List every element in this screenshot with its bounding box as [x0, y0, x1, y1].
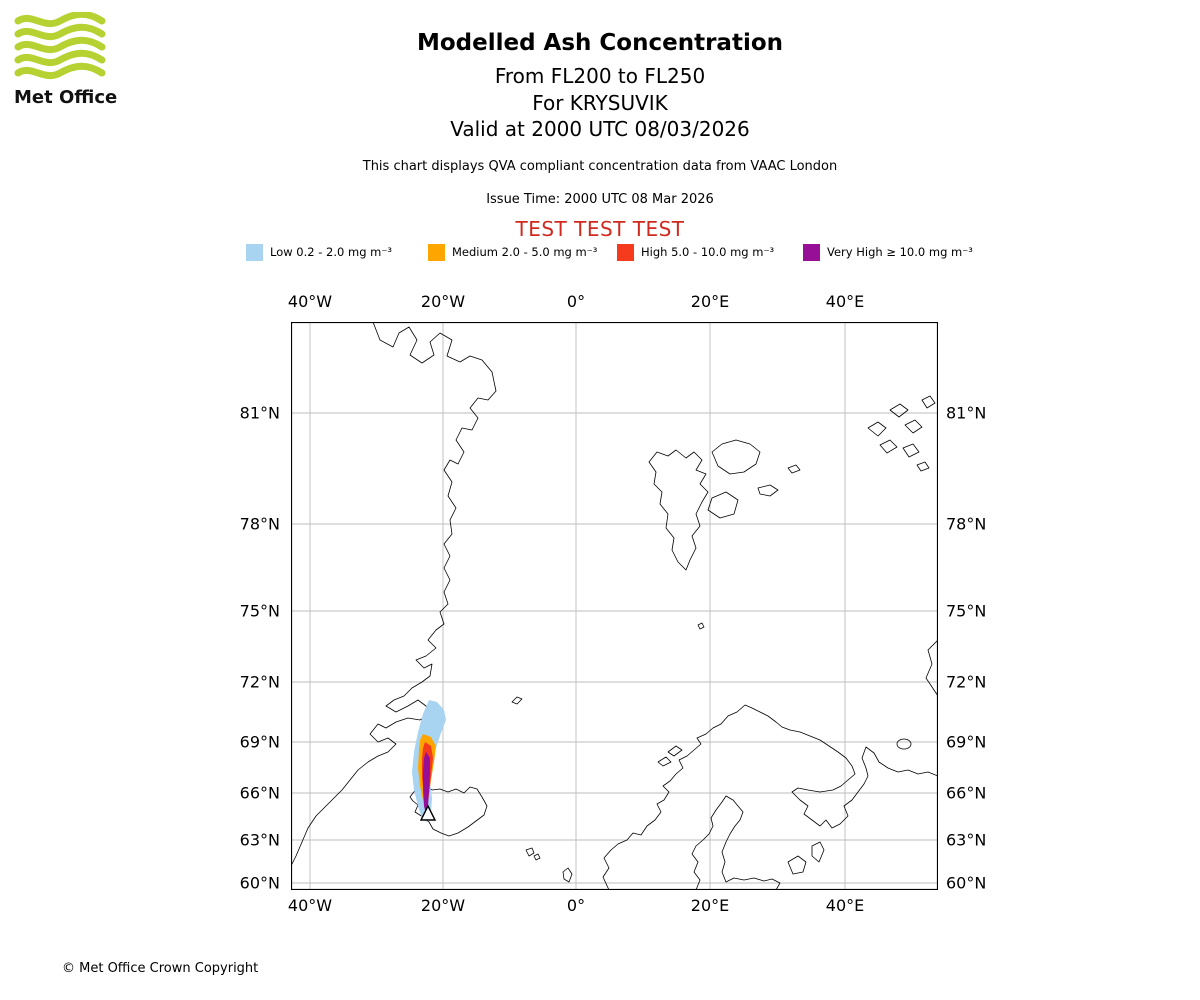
- lat-tick-label: 63°N: [946, 830, 987, 850]
- lat-tick-label: 60°N: [239, 873, 280, 893]
- lon-tick-label: 20°W: [420, 292, 466, 311]
- island-spitsbergen: [648, 449, 709, 571]
- lon-tick-label: 0°: [566, 896, 586, 915]
- legend-swatch-very-high-icon: [803, 243, 820, 261]
- lat-tick-label: 75°N: [239, 601, 280, 621]
- lat-tick-label: 66°N: [946, 783, 987, 803]
- lon-tick-label: 40°E: [825, 292, 865, 311]
- legend-item-very-high: Very High ≥ 10.0 mg m⁻³: [803, 243, 973, 261]
- lon-tick-label: 20°W: [420, 896, 466, 915]
- island-blob: [916, 461, 930, 472]
- island-lofoten: [667, 745, 683, 757]
- coastline-svalbard: [648, 439, 801, 571]
- copyright-notice: © Met Office Crown Copyright: [62, 961, 259, 976]
- lat-tick-label: 78°N: [239, 514, 280, 534]
- island-jan-mayen: [511, 696, 523, 705]
- island-lofoten: [657, 756, 672, 767]
- legend-item-low: Low 0.2 - 2.0 mg m⁻³: [246, 243, 392, 261]
- coastline-franz-josef-land: [867, 395, 936, 472]
- legend-swatch-low-icon: [246, 243, 263, 261]
- legend-label-very-high: Very High ≥ 10.0 mg m⁻³: [827, 245, 973, 259]
- island-blob: [867, 421, 887, 437]
- legend-label-low: Low 0.2 - 2.0 mg m⁻³: [270, 245, 393, 259]
- met-office-logo: Met Office: [14, 10, 118, 108]
- island-blob: [904, 419, 923, 434]
- coastline-iceland: [409, 783, 488, 837]
- lat-tick-label: 63°N: [239, 830, 280, 850]
- lon-tick-label: 40°E: [825, 896, 865, 915]
- lat-tick-label: 69°N: [946, 732, 987, 752]
- lat-tick-label: 66°N: [239, 783, 280, 803]
- legend-item-medium: Medium 2.0 - 5.0 mg m⁻³: [428, 243, 597, 261]
- legend-swatch-medium-icon: [428, 243, 445, 261]
- legend-label-high: High 5.0 - 10.0 mg m⁻³: [641, 245, 775, 259]
- legend-swatch-high-icon: [617, 243, 634, 261]
- ash-contour-very-high: [423, 752, 430, 814]
- lon-tick-label: 20°E: [690, 896, 730, 915]
- qva-description: This chart displays QVA compliant concen…: [362, 159, 838, 174]
- issue-time: Issue Time: 2000 UTC 08 Mar 2026: [486, 192, 714, 207]
- island-kolguyev: [896, 738, 912, 750]
- coastline-greenland: [291, 322, 497, 867]
- volcano-marker-icon: [419, 804, 437, 821]
- lake-ladoga: [787, 855, 807, 875]
- coastline-scandinavia-kola: [602, 704, 938, 890]
- volcano-name: For KRYSUVIK: [532, 91, 668, 115]
- island-blob: [879, 439, 898, 454]
- lat-tick-label: 60°N: [946, 873, 987, 893]
- met-office-logo-text: Met Office: [14, 87, 118, 108]
- coastline-gulf-of-bothnia: [691, 795, 781, 890]
- lat-tick-label: 81°N: [239, 403, 280, 423]
- lat-tick-label: 72°N: [239, 672, 280, 692]
- island-blob: [902, 443, 920, 458]
- met-office-logo-waves-icon: [14, 10, 106, 80]
- island-kvitoya: [787, 464, 801, 474]
- lat-tick-label: 75°N: [946, 601, 987, 621]
- legend-label-medium: Medium 2.0 - 5.0 mg m⁻³: [452, 245, 598, 259]
- island-blob: [889, 403, 909, 418]
- test-banner: TEST TEST TEST: [515, 217, 685, 241]
- island-kong-karls-land: [757, 484, 779, 497]
- lon-tick-label: 40°W: [287, 292, 333, 311]
- lon-tick-label: 0°: [566, 292, 586, 311]
- valid-time: Valid at 2000 UTC 08/03/2026: [450, 117, 750, 141]
- lat-tick-label: 69°N: [239, 732, 280, 752]
- lake-onega: [811, 841, 825, 863]
- island-faroe: [525, 847, 535, 857]
- lon-tick-label: 20°E: [690, 292, 730, 311]
- island-blob: [921, 395, 936, 409]
- lat-tick-label: 81°N: [946, 403, 987, 423]
- coastline-novaya-zemlya: [925, 639, 938, 697]
- page-title: Modelled Ash Concentration: [416, 30, 784, 56]
- lat-tick-label: 72°N: [946, 672, 987, 692]
- lon-tick-label: 40°W: [287, 896, 333, 915]
- island-bear: [697, 622, 705, 630]
- flight-level-range: From FL200 to FL250: [494, 64, 706, 88]
- island-faroe: [533, 853, 541, 861]
- lat-tick-label: 78°N: [946, 514, 987, 534]
- map-border: [291, 322, 938, 890]
- island-shetland: [562, 867, 573, 883]
- map-canvas: [291, 322, 938, 890]
- island-edgeoya: [707, 491, 739, 519]
- island-nordaustlandet: [711, 439, 761, 475]
- legend-item-high: High 5.0 - 10.0 mg m⁻³: [617, 243, 774, 261]
- map-graticule: [291, 322, 938, 890]
